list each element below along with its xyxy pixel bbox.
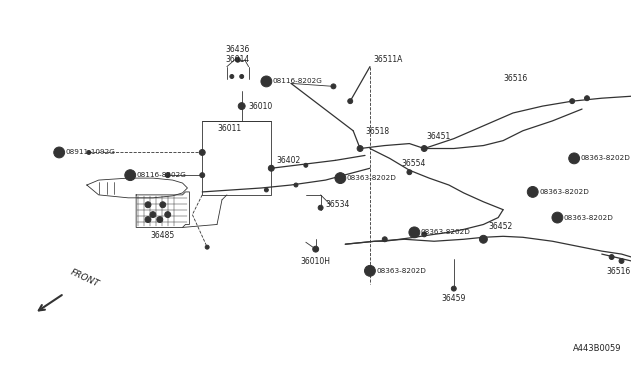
Text: FRONT: FRONT — [69, 267, 100, 289]
Circle shape — [165, 173, 170, 177]
Circle shape — [409, 227, 420, 238]
Circle shape — [619, 259, 624, 263]
Circle shape — [552, 212, 563, 223]
Circle shape — [527, 186, 538, 197]
Circle shape — [150, 212, 156, 218]
Circle shape — [335, 173, 346, 183]
Circle shape — [199, 150, 205, 155]
Polygon shape — [87, 178, 188, 198]
Circle shape — [200, 173, 205, 177]
Text: A443B0059: A443B0059 — [573, 344, 621, 353]
Text: 36014: 36014 — [226, 55, 250, 64]
Circle shape — [54, 147, 65, 158]
Text: 08363-8202D: 08363-8202D — [539, 189, 589, 195]
Circle shape — [569, 153, 580, 164]
Text: 08363-8202D: 08363-8202D — [376, 268, 426, 274]
Circle shape — [205, 245, 209, 249]
Text: 08363-8202D: 08363-8202D — [347, 175, 397, 181]
Circle shape — [382, 237, 387, 242]
Circle shape — [157, 217, 163, 222]
Text: 08116-8202G: 08116-8202G — [273, 78, 323, 84]
Text: 36516: 36516 — [607, 267, 631, 276]
Circle shape — [240, 74, 244, 78]
Circle shape — [584, 96, 589, 101]
Text: B: B — [264, 79, 269, 84]
Circle shape — [479, 235, 487, 243]
Text: 36554: 36554 — [401, 159, 426, 168]
Text: 36452: 36452 — [488, 222, 513, 231]
Text: 08911-1092G: 08911-1092G — [66, 150, 115, 155]
Circle shape — [570, 99, 575, 104]
Circle shape — [268, 165, 275, 171]
Text: 36534: 36534 — [326, 200, 350, 209]
Circle shape — [609, 254, 614, 260]
Polygon shape — [136, 192, 189, 227]
Text: 08363-8202D: 08363-8202D — [420, 230, 470, 235]
Circle shape — [407, 170, 412, 175]
Text: S: S — [572, 156, 577, 161]
Circle shape — [318, 205, 323, 210]
Circle shape — [238, 103, 245, 109]
Text: N: N — [56, 150, 62, 155]
Circle shape — [261, 76, 272, 87]
Text: 36011: 36011 — [217, 124, 241, 133]
Circle shape — [304, 163, 308, 167]
Circle shape — [160, 202, 166, 208]
Text: S: S — [412, 230, 417, 235]
Text: 36511A: 36511A — [373, 55, 403, 64]
Circle shape — [313, 246, 319, 252]
Circle shape — [125, 170, 136, 180]
Text: 36485: 36485 — [150, 231, 175, 240]
Text: 36518: 36518 — [365, 127, 389, 136]
Circle shape — [348, 99, 353, 104]
Text: S: S — [367, 268, 372, 273]
Circle shape — [339, 173, 342, 177]
Text: 36459: 36459 — [442, 294, 466, 302]
Circle shape — [236, 57, 240, 62]
Text: 08363-8202D: 08363-8202D — [580, 155, 630, 161]
Circle shape — [145, 217, 151, 222]
Text: 36010: 36010 — [248, 102, 273, 110]
Circle shape — [164, 212, 171, 218]
Circle shape — [87, 151, 91, 154]
Circle shape — [451, 286, 456, 291]
Circle shape — [421, 145, 427, 151]
Circle shape — [357, 145, 363, 151]
Circle shape — [365, 265, 376, 276]
Bar — [202, 121, 271, 195]
Text: 36451: 36451 — [426, 132, 451, 141]
Text: 08116-8202G: 08116-8202G — [136, 172, 186, 178]
Circle shape — [294, 183, 298, 187]
Text: S: S — [555, 215, 560, 220]
Text: 36436: 36436 — [225, 45, 250, 54]
Circle shape — [331, 84, 336, 89]
Circle shape — [240, 105, 243, 108]
Circle shape — [230, 74, 234, 78]
Circle shape — [145, 202, 151, 208]
Text: 36010H: 36010H — [301, 257, 331, 266]
Text: B: B — [128, 173, 132, 178]
Text: 36402: 36402 — [276, 156, 300, 165]
Circle shape — [422, 232, 427, 237]
Text: S: S — [531, 189, 535, 195]
Circle shape — [264, 188, 268, 192]
Text: 36516: 36516 — [503, 74, 527, 83]
Text: 08363-8202D: 08363-8202D — [564, 215, 614, 221]
Circle shape — [270, 167, 273, 169]
Text: S: S — [338, 176, 342, 181]
